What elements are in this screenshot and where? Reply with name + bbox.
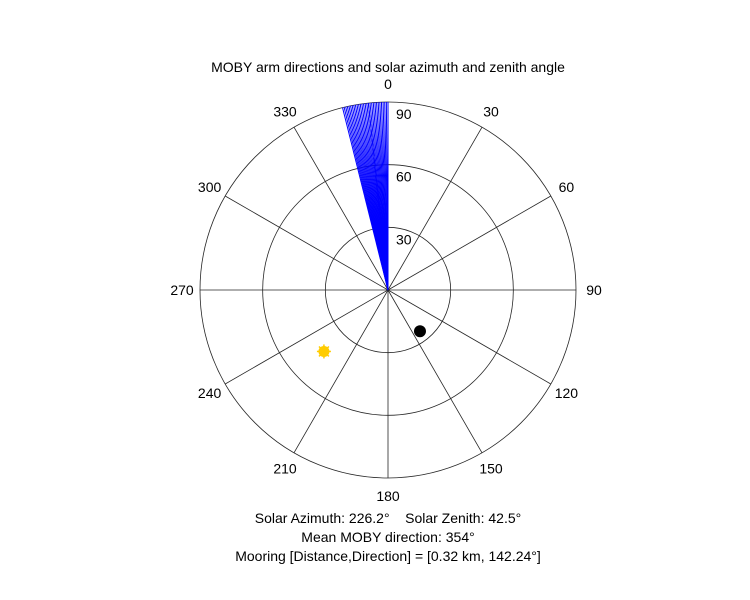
angle-tick-label-240: 240 [198, 385, 222, 401]
solar-annotation: Solar Azimuth: 226.2° Solar Zenith: 42.5… [255, 510, 521, 526]
angle-tick-label-300: 300 [198, 179, 222, 195]
angle-tick-label-60: 60 [559, 179, 575, 195]
angle-tick-label-330: 330 [273, 104, 297, 120]
sun-ray-1 [325, 353, 330, 357]
angle-tick-label-210: 210 [273, 460, 297, 476]
tick-labels: 0 30 60 90 120 150 180 210 240 270 300 330 30 60 90 [170, 76, 602, 504]
angle-gridline-120 [387, 289, 552, 385]
sun-icon [316, 344, 331, 359]
angle-tick-label-120: 120 [555, 385, 579, 401]
sun-ray-3 [318, 353, 322, 357]
radius-tick-label-30: 30 [396, 231, 412, 247]
angle-tick-label-270: 270 [170, 282, 194, 298]
angle-tick-label-90: 90 [586, 282, 602, 298]
angle-gridline-330 [293, 126, 389, 291]
chart-title: MOBY arm directions and solar azimuth an… [211, 59, 565, 75]
radius-tick-label-90: 90 [396, 106, 412, 122]
mooring-marker [413, 325, 426, 338]
radius-tick-label-60: 60 [396, 169, 412, 185]
sun-ray-7 [325, 345, 330, 350]
angle-tick-label-180: 180 [376, 488, 400, 504]
angle-gridline-60 [387, 195, 552, 291]
angle-gridline-210 [293, 289, 389, 454]
mooring-annotation: Mooring [Distance,Direction] = [0.32 km,… [235, 548, 541, 564]
angle-gridline-300 [224, 195, 389, 291]
angle-tick-label-0: 0 [384, 76, 392, 92]
moby-direction-annotation: Mean MOBY direction: 354° [301, 529, 474, 545]
angle-tick-label-150: 150 [479, 460, 503, 476]
angle-gridline-30 [387, 126, 483, 291]
markers [316, 325, 426, 359]
angle-gridline-240 [224, 289, 389, 385]
angle-tick-label-30: 30 [483, 104, 499, 120]
angle-gridline-150 [387, 289, 483, 454]
sun-ray-5 [318, 345, 322, 350]
moby-arm-lines [342, 102, 389, 291]
